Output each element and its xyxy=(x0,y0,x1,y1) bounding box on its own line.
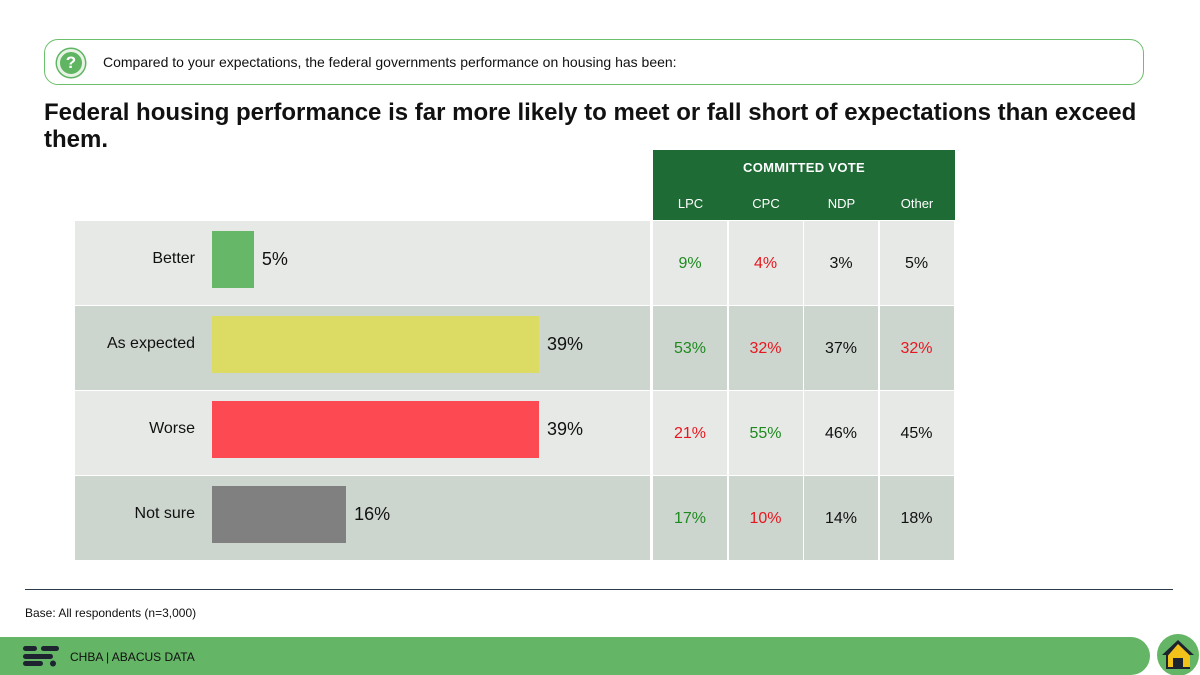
vote-value: 17% xyxy=(673,510,707,527)
vote-value: 21% xyxy=(673,425,707,442)
home-button[interactable] xyxy=(1157,634,1199,675)
vote-cell xyxy=(804,306,878,390)
bar-value-label: 5% xyxy=(261,249,288,269)
vote-value: 55% xyxy=(749,425,782,442)
bar-value-label: 16% xyxy=(354,504,391,524)
vote-value: 10% xyxy=(749,510,782,527)
chart-row xyxy=(75,476,650,560)
bar-value-label: 39% xyxy=(547,334,584,354)
vote-cell xyxy=(653,221,727,305)
vote-cell xyxy=(879,391,954,475)
vote-value: 32% xyxy=(900,340,933,357)
bar xyxy=(212,401,539,458)
bar-chart: Better 5% As expected 39% Worse 39% Not sure 16… xyxy=(75,221,650,561)
vote-value: 14% xyxy=(824,510,858,527)
footer-text: CHBA | ABACUS DATA xyxy=(70,650,195,664)
committed-vote-title: COMMITTED VOTE xyxy=(743,160,865,175)
vote-value: 53% xyxy=(673,340,707,357)
vote-cell xyxy=(728,306,803,390)
vote-value: 5% xyxy=(904,255,929,272)
vote-cell xyxy=(728,221,803,305)
vote-cell xyxy=(728,391,803,475)
question-text: Compared to your expectations, the feder… xyxy=(103,54,677,70)
vote-cell xyxy=(804,391,878,475)
vote-value: 18% xyxy=(900,510,933,527)
vote-cell xyxy=(653,476,727,560)
party-header: CPC xyxy=(752,196,780,211)
category-label: As expected xyxy=(106,335,195,352)
home-icon xyxy=(1162,640,1194,669)
bar-value-label: 39% xyxy=(547,419,584,439)
divider xyxy=(25,589,1173,590)
vote-cell xyxy=(653,306,727,390)
bar xyxy=(212,486,347,543)
base-note: Base: All respondents (n=3,000) xyxy=(25,606,197,620)
vote-value: 37% xyxy=(824,340,858,357)
footer-bar: CHBA | ABACUS DATA xyxy=(0,637,1150,675)
vote-value: 32% xyxy=(749,340,782,357)
category-label: Worse xyxy=(149,420,195,437)
abacus-logo-icon xyxy=(23,646,59,667)
question-box: ? Compared to your expectations, the fed… xyxy=(44,39,1144,85)
chart-row xyxy=(75,221,650,305)
vote-cell xyxy=(879,306,954,390)
question-icon: ? xyxy=(57,49,85,77)
party-header: NDP xyxy=(827,196,856,211)
party-header: LPC xyxy=(677,196,704,211)
vote-cell xyxy=(728,476,803,560)
vote-value: 3% xyxy=(829,255,853,272)
vote-cell xyxy=(879,221,954,305)
vote-cell xyxy=(804,476,878,560)
vote-cell xyxy=(653,391,727,475)
vote-value: 4% xyxy=(753,255,778,272)
vote-value: 45% xyxy=(900,425,933,442)
bar xyxy=(212,231,254,288)
party-header: Other xyxy=(900,196,934,211)
vote-value: 9% xyxy=(678,255,702,272)
committed-vote-table: 9% 4% 3% 5% 53% 32% 37% 32% 21% 55% 46% 45% 17% 10% 14… xyxy=(653,221,955,561)
category-label: Not sure xyxy=(134,505,195,522)
vote-cell xyxy=(879,476,954,560)
page-title: Federal housing performance is far more … xyxy=(44,99,1137,153)
committed-vote-header: COMMITTED VOTE LPC CPC NDP Other xyxy=(653,150,955,220)
category-label: Better xyxy=(152,250,195,267)
bar xyxy=(212,316,539,373)
vote-value: 46% xyxy=(824,425,858,442)
vote-cell xyxy=(804,221,878,305)
